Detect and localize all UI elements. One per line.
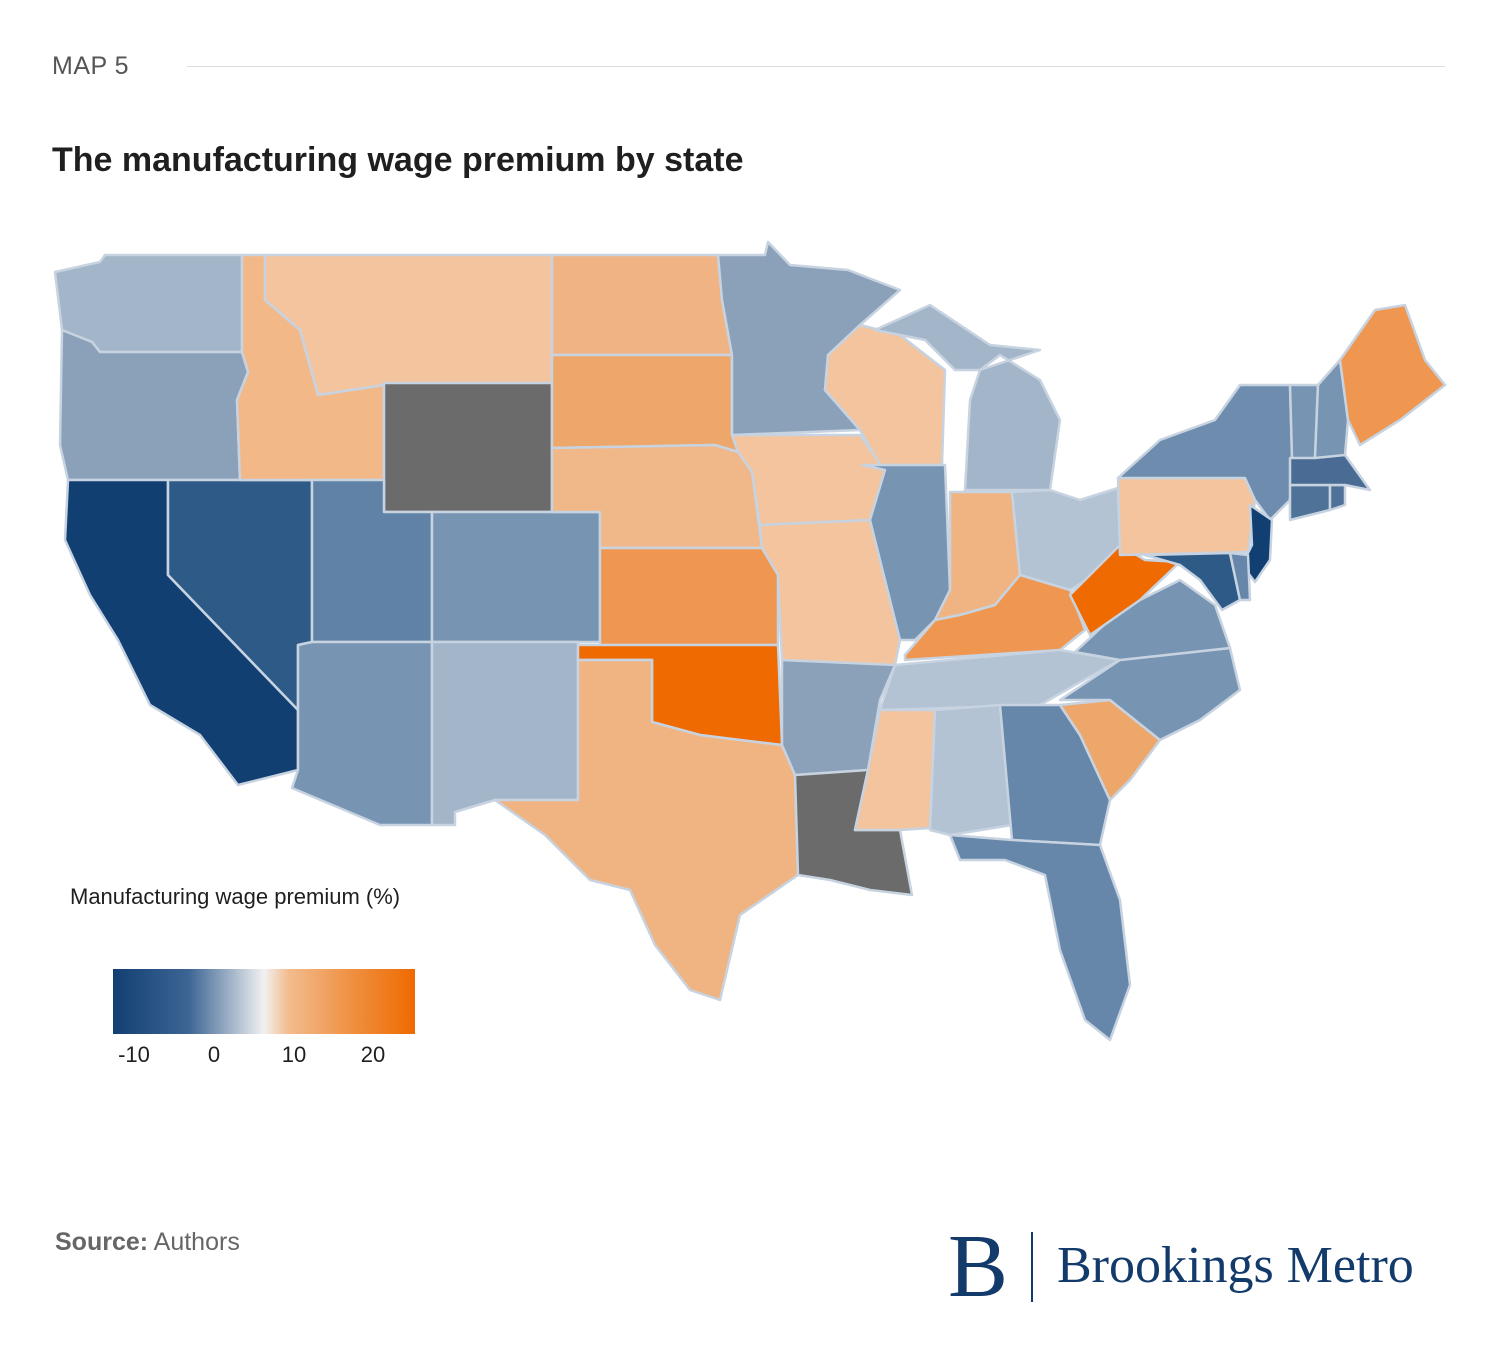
legend-tick: -10 [118, 1042, 150, 1067]
header-divider [187, 66, 1445, 67]
state-fl[interactable] [948, 833, 1132, 1042]
page-title: The manufacturing wage premium by state [52, 141, 744, 179]
state-me[interactable] [1338, 303, 1447, 447]
state-nm[interactable] [430, 640, 580, 827]
brookings-logo-text: Brookings Metro [1057, 1237, 1414, 1294]
state-vt[interactable] [1288, 383, 1320, 460]
brookings-logo-mark: B [948, 1217, 1009, 1316]
state-nh[interactable] [1313, 358, 1350, 460]
map-number-label: MAP 5 [52, 52, 130, 80]
state-de[interactable] [1228, 551, 1252, 602]
state-nd[interactable] [550, 253, 734, 357]
state-ks[interactable] [598, 546, 780, 647]
state-wy[interactable] [382, 381, 554, 514]
source-note: Source: Authors [55, 1228, 240, 1257]
state-sd[interactable] [550, 353, 740, 454]
state-ri[interactable] [1328, 483, 1347, 512]
state-ky[interactable] [903, 573, 1087, 662]
legend-title: Manufacturing wage premium (%) [70, 884, 401, 909]
source-label: Source: [55, 1228, 149, 1256]
source-text: Authors [148, 1228, 240, 1256]
state-ct[interactable] [1288, 483, 1332, 522]
legend-tick: 10 [281, 1042, 307, 1067]
state-tx[interactable] [493, 658, 800, 1002]
state-or[interactable] [58, 328, 250, 482]
logo-divider [1031, 1232, 1033, 1302]
state-al[interactable] [928, 703, 1014, 837]
state-co[interactable] [430, 510, 602, 644]
state-il[interactable] [860, 463, 952, 642]
state-ma[interactable] [1288, 453, 1372, 492]
state-az[interactable] [290, 640, 434, 827]
state-pa[interactable] [1116, 476, 1257, 557]
legend-tick: 20 [360, 1042, 386, 1067]
legend-tick: 0 [207, 1042, 221, 1067]
legend-color-scale [113, 969, 415, 1034]
